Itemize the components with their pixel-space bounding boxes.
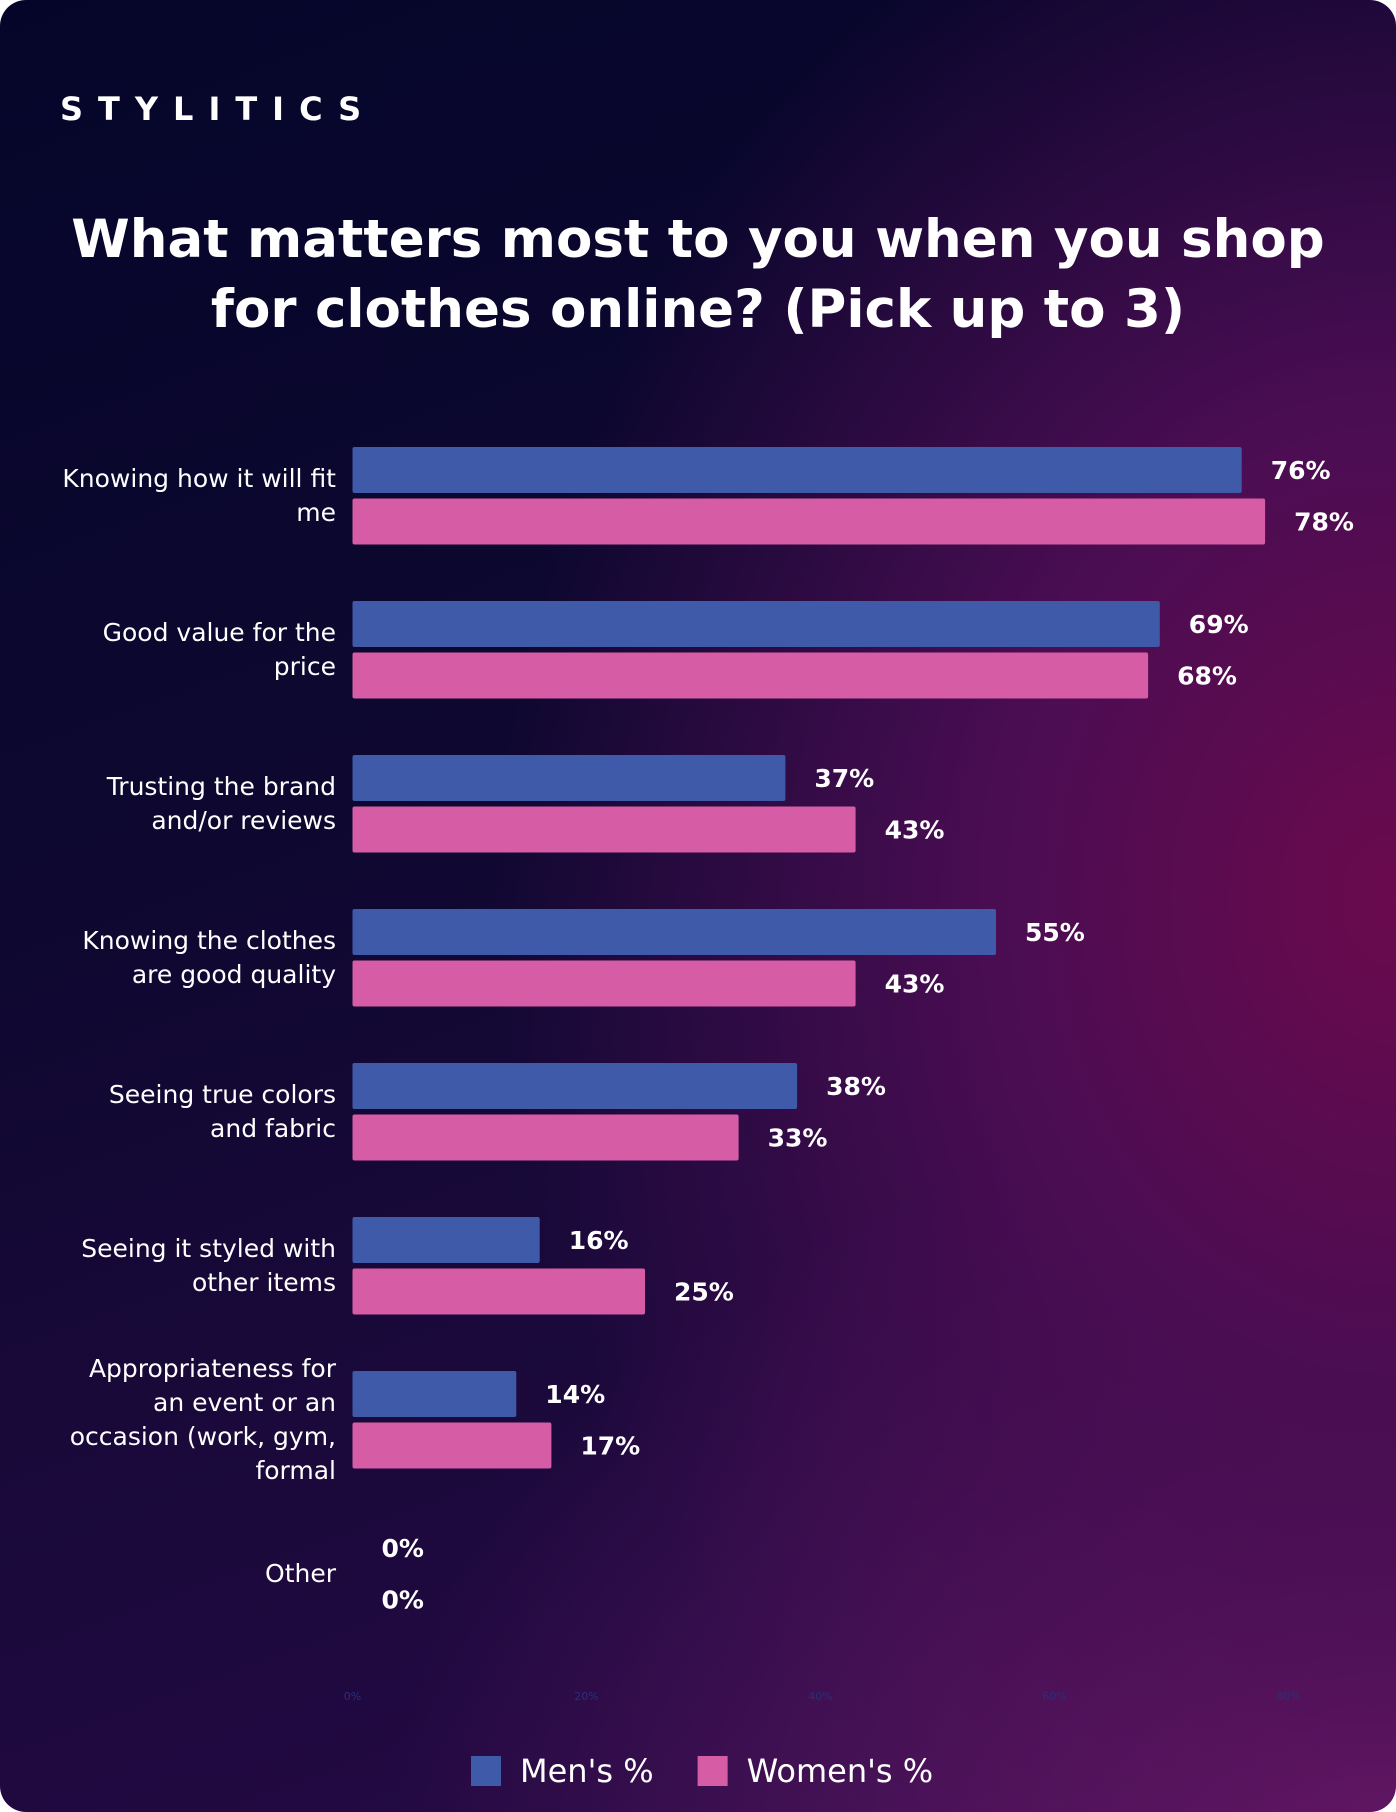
bar — [352, 755, 786, 801]
value-label: 43% — [885, 970, 945, 999]
value-label: 33% — [768, 1124, 828, 1153]
x-tick-label: 0% — [344, 1690, 361, 1703]
category-label: Good value for the price — [102, 617, 336, 681]
value-label: 25% — [674, 1278, 734, 1307]
category-label: Appropriateness for an event or an occas… — [69, 1353, 336, 1485]
value-label: 68% — [1177, 662, 1237, 691]
bar — [352, 1063, 798, 1109]
legend-label: Men's % — [520, 1752, 654, 1790]
bar — [352, 1268, 645, 1315]
x-tick-label: 20% — [574, 1690, 598, 1703]
value-label: 37% — [814, 764, 874, 793]
category-label: Other — [265, 1558, 336, 1588]
legend-swatch — [697, 1756, 728, 1786]
x-tick-label: 80% — [1276, 1690, 1300, 1703]
value-label: 38% — [826, 1072, 886, 1101]
bar — [352, 960, 856, 1007]
bar — [352, 1371, 517, 1417]
category-label: Seeing true colors and fabric — [108, 1079, 336, 1143]
category-label: Knowing the clothes are good quality — [82, 925, 336, 989]
category-label: Seeing it styled with other items — [81, 1233, 336, 1297]
bar — [352, 806, 856, 853]
category-label: Knowing how it will fit me — [62, 463, 336, 527]
value-label: 78% — [1294, 508, 1354, 537]
bar — [352, 601, 1160, 647]
value-label: 55% — [1025, 918, 1085, 947]
x-tick-label: 40% — [808, 1690, 832, 1703]
value-label: 69% — [1189, 610, 1249, 639]
brand-logo: STYLITICS — [60, 90, 377, 128]
value-label: 17% — [580, 1432, 640, 1461]
x-tick-label: 60% — [1042, 1690, 1066, 1703]
bar — [352, 1217, 540, 1263]
value-label: 76% — [1271, 456, 1331, 485]
value-label: 16% — [569, 1226, 629, 1255]
category-label: Trusting the brand and/or reviews — [106, 771, 336, 835]
value-label: 0% — [382, 1586, 424, 1615]
legend-label: Women's % — [747, 1752, 934, 1790]
bar — [352, 447, 1242, 493]
bar — [352, 652, 1149, 699]
bar — [352, 909, 996, 955]
chart-title: What matters most to you when you shop f… — [71, 209, 1325, 340]
value-label: 43% — [885, 816, 945, 845]
bar — [352, 498, 1266, 545]
bar — [352, 1422, 552, 1469]
value-label: 14% — [545, 1380, 605, 1409]
value-label: 0% — [382, 1534, 424, 1563]
bar — [352, 1114, 739, 1161]
legend-swatch — [471, 1756, 501, 1786]
